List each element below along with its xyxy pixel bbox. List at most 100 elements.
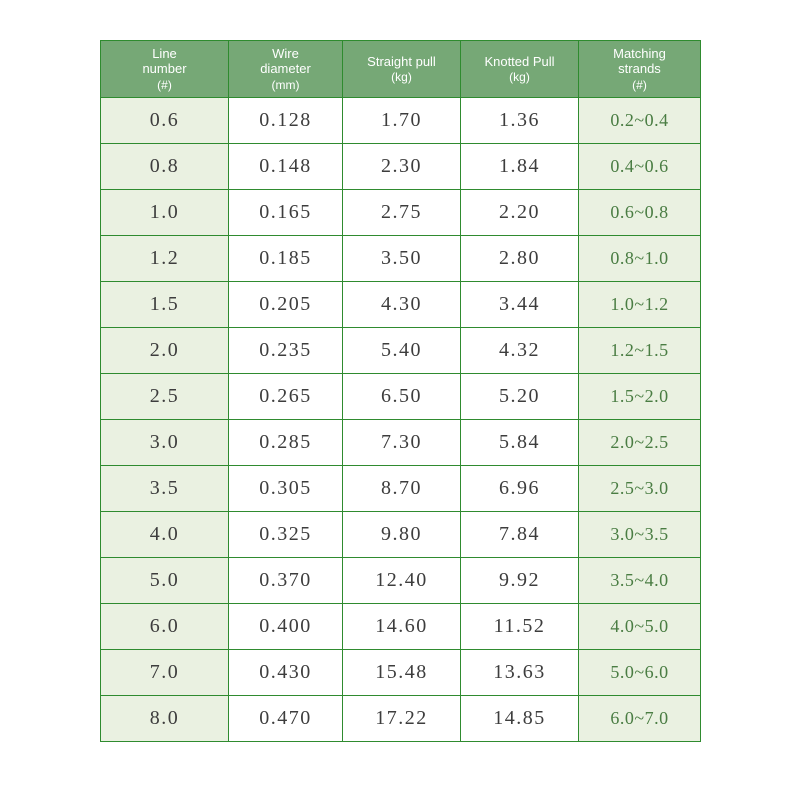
cell-matching-strands: 0.8~1.0 — [578, 235, 701, 282]
cell-wire-diameter: 0.128 — [228, 97, 343, 144]
cell-wire-diameter: 0.205 — [228, 281, 343, 328]
cell-wire-diameter: 0.400 — [228, 603, 343, 650]
cell-wire-diameter: 0.470 — [228, 695, 343, 742]
cell-line-number: 1.5 — [100, 281, 229, 328]
cell-wire-diameter: 0.165 — [228, 189, 343, 236]
cell-knotted-pull: 2.80 — [460, 235, 579, 282]
line-spec-table: Line number (#) Wire diameter (mm) Strai… — [100, 40, 701, 742]
table-row: 0.8 0.148 2.30 1.84 0.4~0.6 — [100, 143, 701, 190]
cell-line-number: 7.0 — [100, 649, 229, 696]
cell-straight-pull: 1.70 — [342, 97, 461, 144]
header-unit: (#) — [632, 77, 647, 92]
header-unit: (kg) — [509, 70, 530, 85]
cell-line-number: 2.5 — [100, 373, 229, 420]
cell-line-number: 5.0 — [100, 557, 229, 604]
cell-matching-strands: 4.0~5.0 — [578, 603, 701, 650]
table-row: 8.0 0.470 17.22 14.85 6.0~7.0 — [100, 695, 701, 742]
table-row: 7.0 0.430 15.48 13.63 5.0~6.0 — [100, 649, 701, 696]
cell-straight-pull: 14.60 — [342, 603, 461, 650]
cell-matching-strands: 2.0~2.5 — [578, 419, 701, 466]
cell-knotted-pull: 1.84 — [460, 143, 579, 190]
table-row: 5.0 0.370 12.40 9.92 3.5~4.0 — [100, 557, 701, 604]
cell-knotted-pull: 9.92 — [460, 557, 579, 604]
header-label: Wire diameter — [260, 45, 311, 77]
cell-wire-diameter: 0.148 — [228, 143, 343, 190]
header-unit: (mm) — [271, 77, 300, 92]
cell-knotted-pull: 6.96 — [460, 465, 579, 512]
cell-matching-strands: 1.0~1.2 — [578, 281, 701, 328]
cell-straight-pull: 3.50 — [342, 235, 461, 282]
cell-matching-strands: 5.0~6.0 — [578, 649, 701, 696]
cell-matching-strands: 1.5~2.0 — [578, 373, 701, 420]
cell-line-number: 6.0 — [100, 603, 229, 650]
cell-knotted-pull: 11.52 — [460, 603, 579, 650]
header-unit: (#) — [157, 77, 172, 92]
table-row: 6.0 0.400 14.60 11.52 4.0~5.0 — [100, 603, 701, 650]
cell-straight-pull: 2.30 — [342, 143, 461, 190]
cell-knotted-pull: 5.84 — [460, 419, 579, 466]
header-row: Line number (#) Wire diameter (mm) Strai… — [100, 40, 701, 98]
table-row: 2.0 0.235 5.40 4.32 1.2~1.5 — [100, 327, 701, 374]
cell-matching-strands: 0.6~0.8 — [578, 189, 701, 236]
cell-wire-diameter: 0.325 — [228, 511, 343, 558]
cell-straight-pull: 17.22 — [342, 695, 461, 742]
cell-knotted-pull: 4.32 — [460, 327, 579, 374]
cell-line-number: 8.0 — [100, 695, 229, 742]
cell-straight-pull: 15.48 — [342, 649, 461, 696]
cell-knotted-pull: 1.36 — [460, 97, 579, 144]
header-matching-strands: Matching strands (#) — [578, 40, 701, 98]
header-wire-diameter: Wire diameter (mm) — [228, 40, 343, 98]
cell-line-number: 0.8 — [100, 143, 229, 190]
cell-knotted-pull: 14.85 — [460, 695, 579, 742]
cell-straight-pull: 8.70 — [342, 465, 461, 512]
table-row: 1.0 0.165 2.75 2.20 0.6~0.8 — [100, 189, 701, 236]
cell-wire-diameter: 0.185 — [228, 235, 343, 282]
header-unit: (kg) — [391, 70, 412, 85]
cell-knotted-pull: 13.63 — [460, 649, 579, 696]
cell-line-number: 1.2 — [100, 235, 229, 282]
cell-straight-pull: 7.30 — [342, 419, 461, 466]
cell-straight-pull: 4.30 — [342, 281, 461, 328]
header-knotted-pull: Knotted Pull (kg) — [460, 40, 579, 98]
header-label: Knotted Pull — [484, 53, 555, 69]
cell-wire-diameter: 0.265 — [228, 373, 343, 420]
cell-matching-strands: 6.0~7.0 — [578, 695, 701, 742]
header-label: Matching strands — [613, 45, 666, 77]
cell-straight-pull: 9.80 — [342, 511, 461, 558]
cell-wire-diameter: 0.305 — [228, 465, 343, 512]
cell-line-number: 3.0 — [100, 419, 229, 466]
header-straight-pull: Straight pull (kg) — [342, 40, 461, 98]
cell-matching-strands: 2.5~3.0 — [578, 465, 701, 512]
fishing-line-spec-panel: Line number (#) Wire diameter (mm) Strai… — [100, 40, 701, 742]
table-row: 4.0 0.325 9.80 7.84 3.0~3.5 — [100, 511, 701, 558]
cell-knotted-pull: 3.44 — [460, 281, 579, 328]
cell-straight-pull: 5.40 — [342, 327, 461, 374]
cell-matching-strands: 0.2~0.4 — [578, 97, 701, 144]
cell-line-number: 4.0 — [100, 511, 229, 558]
cell-wire-diameter: 0.235 — [228, 327, 343, 374]
table-row: 1.5 0.205 4.30 3.44 1.0~1.2 — [100, 281, 701, 328]
table-row: 1.2 0.185 3.50 2.80 0.8~1.0 — [100, 235, 701, 282]
cell-line-number: 0.6 — [100, 97, 229, 144]
cell-straight-pull: 12.40 — [342, 557, 461, 604]
header-line-number: Line number (#) — [100, 40, 229, 98]
table-row: 3.5 0.305 8.70 6.96 2.5~3.0 — [100, 465, 701, 512]
cell-matching-strands: 1.2~1.5 — [578, 327, 701, 374]
cell-matching-strands: 0.4~0.6 — [578, 143, 701, 190]
cell-wire-diameter: 0.430 — [228, 649, 343, 696]
cell-straight-pull: 2.75 — [342, 189, 461, 236]
cell-line-number: 1.0 — [100, 189, 229, 236]
cell-matching-strands: 3.5~4.0 — [578, 557, 701, 604]
table-row: 2.5 0.265 6.50 5.20 1.5~2.0 — [100, 373, 701, 420]
header-label: Line number — [142, 45, 187, 77]
cell-line-number: 3.5 — [100, 465, 229, 512]
table-row: 0.6 0.128 1.70 1.36 0.2~0.4 — [100, 97, 701, 144]
table-row: 3.0 0.285 7.30 5.84 2.0~2.5 — [100, 419, 701, 466]
cell-knotted-pull: 7.84 — [460, 511, 579, 558]
cell-wire-diameter: 0.285 — [228, 419, 343, 466]
cell-line-number: 2.0 — [100, 327, 229, 374]
cell-knotted-pull: 2.20 — [460, 189, 579, 236]
cell-wire-diameter: 0.370 — [228, 557, 343, 604]
cell-matching-strands: 3.0~3.5 — [578, 511, 701, 558]
cell-straight-pull: 6.50 — [342, 373, 461, 420]
